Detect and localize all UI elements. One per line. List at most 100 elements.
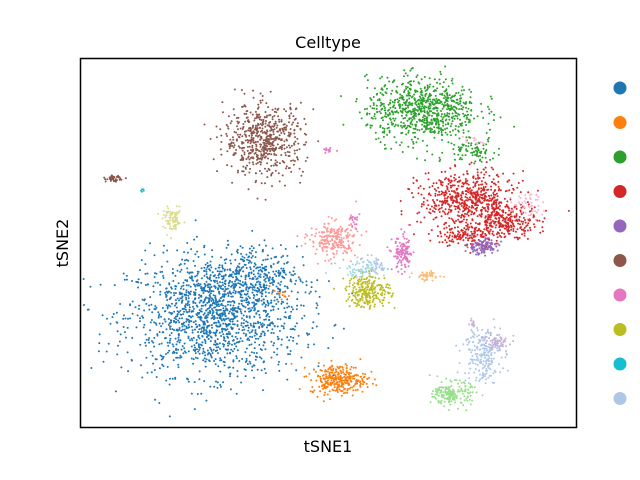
point [455,195,458,198]
point [484,181,487,184]
point [437,132,440,135]
point [481,230,484,233]
point [315,379,318,382]
point [457,103,460,106]
point [130,358,133,361]
point [251,113,254,116]
point [158,314,160,317]
point [464,154,467,157]
point [351,386,354,389]
point [277,290,280,293]
point [330,377,333,380]
point [285,124,288,127]
point [217,365,220,368]
point [185,320,188,323]
point [470,114,472,117]
point [331,337,334,339]
point [471,237,474,240]
point [166,260,169,263]
point [272,289,275,292]
point [290,170,293,173]
point [222,333,225,336]
point [387,103,390,106]
point [251,150,254,153]
point [203,274,206,277]
point [222,267,224,270]
point [255,145,258,148]
point [148,304,150,307]
point [272,332,275,335]
point [497,213,500,216]
point [388,113,391,116]
point [232,108,235,111]
point [191,315,194,318]
point [383,143,386,146]
point [244,173,247,176]
point [243,256,246,259]
point [262,344,265,347]
point [433,130,436,132]
point [269,134,272,137]
point [295,245,298,248]
point [419,87,422,90]
point [510,215,512,218]
point [447,237,450,240]
point [239,337,242,340]
point [457,233,459,236]
point [438,190,441,193]
point [234,152,237,155]
point [322,400,325,403]
point [259,99,262,102]
point [435,123,437,126]
point [248,120,251,123]
point [425,92,428,95]
point [405,256,408,258]
point [518,236,521,239]
point [503,197,506,200]
point [266,274,269,277]
point [404,117,406,119]
point [251,365,254,368]
point [424,89,427,92]
point [455,200,458,203]
point [485,195,488,198]
point [369,124,372,127]
point [473,162,476,165]
point [476,199,479,202]
point [231,307,234,309]
point [158,313,161,316]
point [383,127,386,130]
point [435,120,438,123]
point [439,70,442,73]
point [280,338,283,341]
point [487,245,490,248]
point [174,315,177,318]
point [327,370,329,373]
point [302,304,305,307]
point [285,362,288,365]
point [368,282,371,285]
point [355,305,358,308]
point [200,330,203,333]
point [233,285,235,288]
point [461,190,464,193]
point [364,373,367,376]
point [493,196,496,199]
point [426,86,429,89]
point [481,206,484,209]
point [329,368,332,371]
point [426,98,429,101]
point [466,199,469,202]
point [539,231,542,234]
point [125,278,128,281]
point [144,249,147,252]
point [444,115,446,117]
point [267,304,270,307]
point [436,109,439,112]
point [284,184,286,187]
point [248,158,251,161]
point [273,342,276,345]
point [427,97,429,99]
point [332,389,335,392]
